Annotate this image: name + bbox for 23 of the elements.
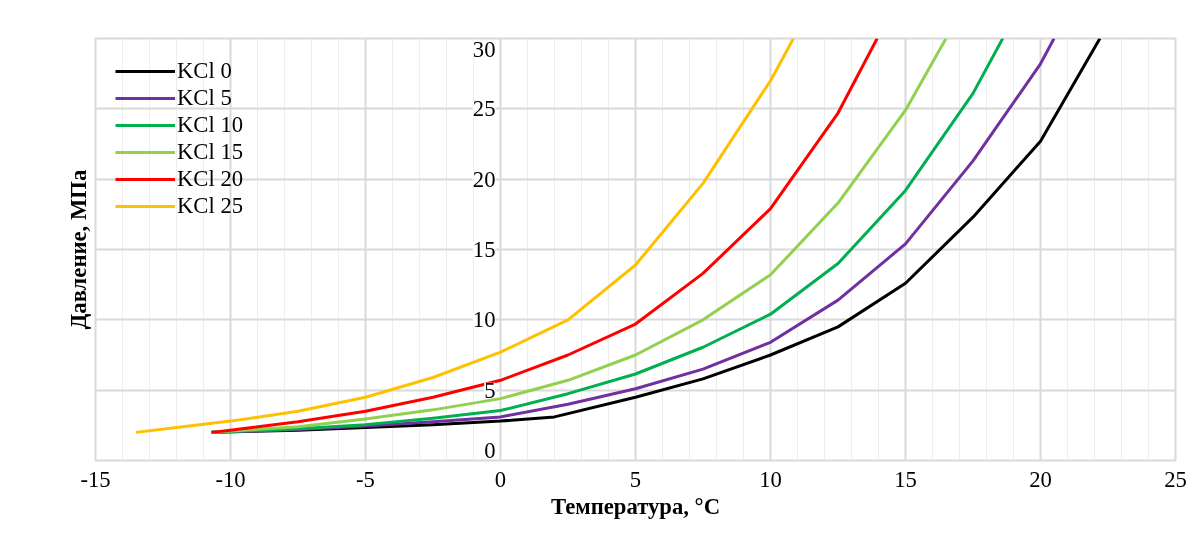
y-tick-label: 30 xyxy=(472,36,496,62)
legend-label: KCl 20 xyxy=(177,166,244,192)
x-tick-label: 25 xyxy=(1164,466,1187,492)
x-tick-label: -15 xyxy=(80,466,111,492)
legend-label: KCl 25 xyxy=(177,193,244,219)
x-tick-label: -10 xyxy=(215,466,246,492)
y-tick-label: 15 xyxy=(472,237,496,262)
y-tick-label: 25 xyxy=(472,96,496,122)
y-tick-label: 0 xyxy=(484,437,496,463)
x-tick-label: 10 xyxy=(759,466,782,492)
x-axis-title: Температура, °C xyxy=(550,493,721,519)
legend-label: KCl 5 xyxy=(177,85,232,111)
legend-label: KCl 0 xyxy=(177,58,232,84)
legend-label: KCl 10 xyxy=(177,112,244,138)
x-tick-label: 15 xyxy=(894,466,917,492)
y-axis-title: Давление, МПа xyxy=(65,169,91,330)
y-tick-label: 20 xyxy=(472,166,496,192)
x-tick-label: -5 xyxy=(356,466,375,492)
x-tick-label: 20 xyxy=(1029,466,1052,492)
y-tick-label: 5 xyxy=(484,377,496,403)
y-tick-label: 10 xyxy=(472,307,496,333)
legend-label: KCl 15 xyxy=(177,139,244,165)
x-tick-label: 5 xyxy=(629,466,642,492)
